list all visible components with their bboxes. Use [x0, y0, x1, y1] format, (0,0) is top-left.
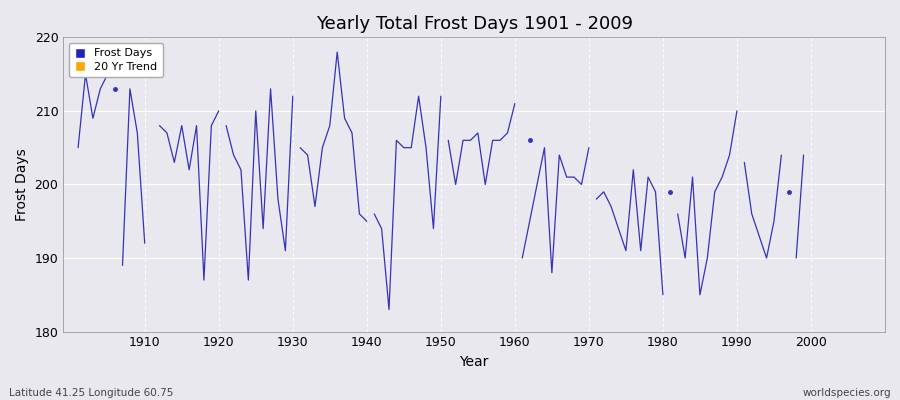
- X-axis label: Year: Year: [460, 355, 489, 369]
- Text: worldspecies.org: worldspecies.org: [803, 388, 891, 398]
- Text: Latitude 41.25 Longitude 60.75: Latitude 41.25 Longitude 60.75: [9, 388, 174, 398]
- Y-axis label: Frost Days: Frost Days: [15, 148, 29, 221]
- Legend: Frost Days, 20 Yr Trend: Frost Days, 20 Yr Trend: [68, 43, 163, 77]
- Title: Yearly Total Frost Days 1901 - 2009: Yearly Total Frost Days 1901 - 2009: [316, 15, 633, 33]
